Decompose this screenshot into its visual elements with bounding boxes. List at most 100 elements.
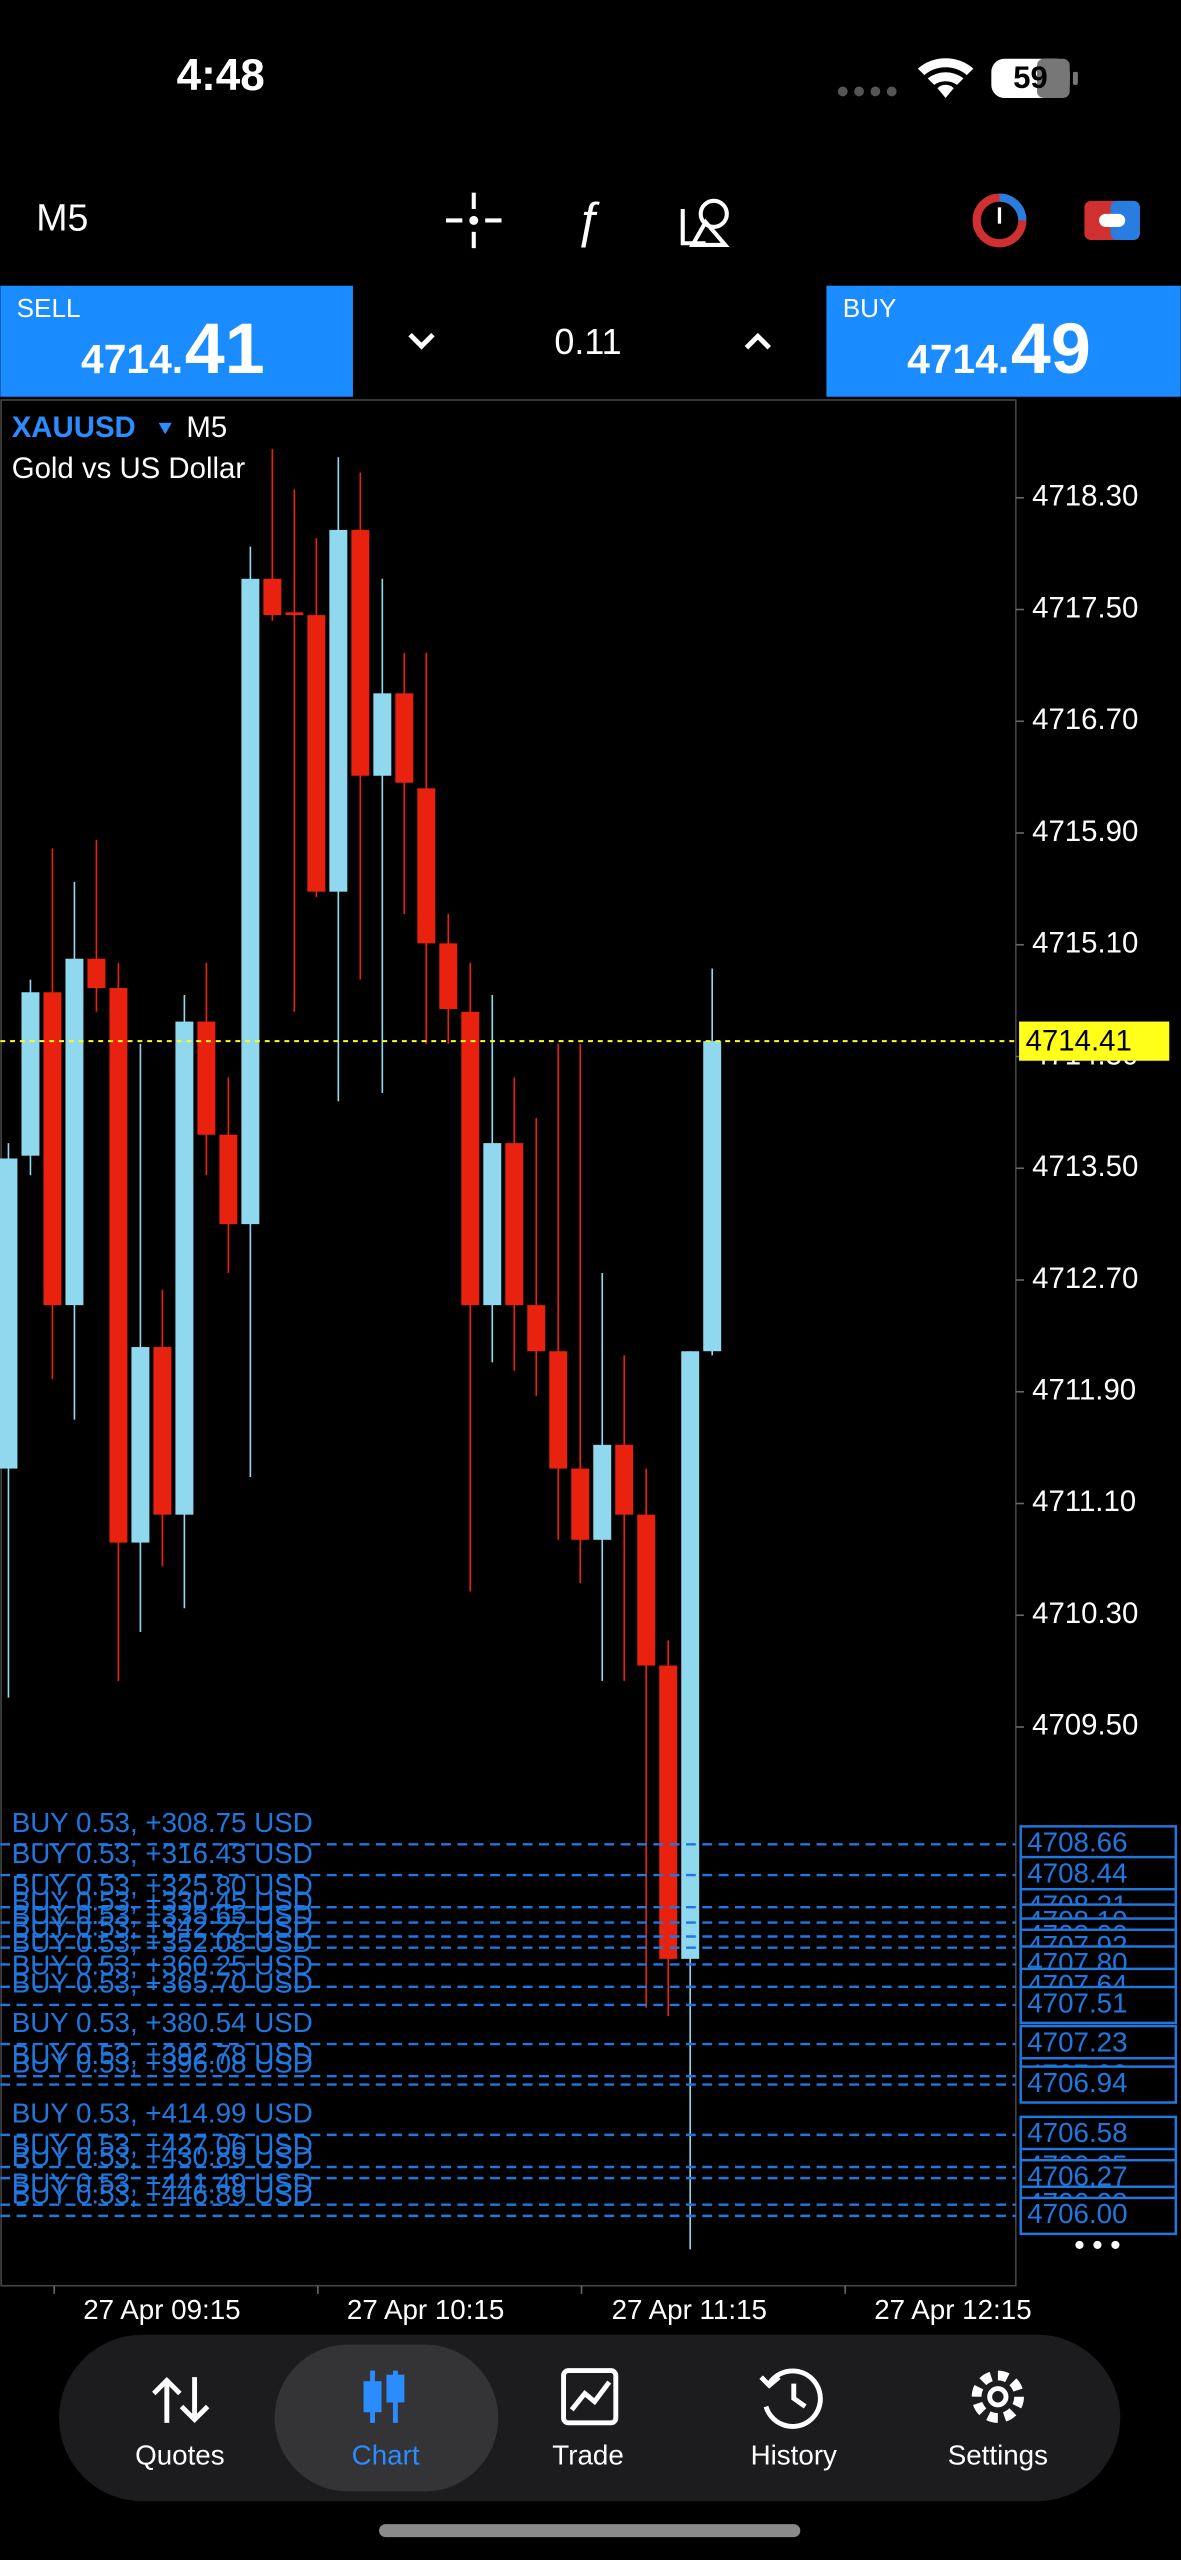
position-price: 4706.58 <box>1027 2117 1127 2148</box>
candle-body <box>197 1021 216 1135</box>
candle-body <box>0 1158 18 1469</box>
volume-down[interactable] <box>408 332 435 350</box>
volume[interactable]: 0.11 <box>554 321 621 362</box>
sell-price-main: 4714. <box>81 336 183 382</box>
candle-body <box>285 612 304 616</box>
position-price: 4708.44 <box>1027 1857 1127 1888</box>
volume-up[interactable] <box>744 332 772 350</box>
candle-body <box>43 992 62 1306</box>
candle-body <box>483 1143 502 1306</box>
position-price-box <box>1019 2065 1178 2104</box>
buy-label: BUY <box>843 293 897 323</box>
position-price: 4707.51 <box>1027 1987 1127 2018</box>
x-tick-label: 27 Apr 09:15 <box>83 2294 240 2325</box>
home-indicator <box>379 2524 801 2538</box>
position-price-box <box>1019 2196 1178 2236</box>
nav-label[interactable]: Quotes <box>135 2439 224 2470</box>
candle-body <box>65 958 84 1306</box>
battery-level: 59 <box>1013 60 1047 95</box>
candle-body <box>307 615 326 892</box>
sell-label: SELL <box>17 293 81 323</box>
signal <box>837 86 897 97</box>
position-price-box <box>1019 1985 1178 2025</box>
chart-timeframe: M5 <box>186 411 227 444</box>
y-tick-label: 4711.90 <box>1032 1374 1136 1407</box>
symbol-dropdown[interactable] <box>158 422 172 435</box>
candle-body <box>703 1041 722 1352</box>
position-label: BUY 0.53, +335.65 USD <box>12 1899 313 1930</box>
trade-toggle-button[interactable] <box>1084 200 1140 240</box>
y-tick-label: 4711.10 <box>1032 1485 1136 1518</box>
quotes-icon <box>152 2376 210 2424</box>
trade-icon <box>561 2368 619 2426</box>
position-label: BUY 0.53, +342.27 USD <box>12 1910 313 1941</box>
symbol[interactable]: XAUUSD <box>12 411 136 444</box>
position-label: BUY 0.53, +360.25 USD <box>12 1950 313 1981</box>
position-label: BUY 0.53, +316.43 USD <box>12 1838 313 1869</box>
nav-label[interactable]: History <box>751 2439 837 2470</box>
position-label: BUY 0.53, +427.06 USD <box>12 2130 313 2161</box>
battery-empty <box>1037 58 1070 98</box>
nav-active <box>274 2344 499 2492</box>
nav-label[interactable]: Trade <box>552 2439 623 2470</box>
candle-body <box>219 1134 238 1225</box>
buy-button[interactable] <box>826 285 1181 397</box>
position-label: BUY 0.53, +380.54 USD <box>12 2007 313 2038</box>
position-price: 4707.23 <box>1027 2026 1127 2057</box>
candle-body <box>263 578 282 616</box>
x-tick-label: 27 Apr 12:15 <box>874 2294 1031 2325</box>
candle-body <box>417 788 436 944</box>
position-label: BUY 0.53, +392.78 USD <box>12 2039 313 2070</box>
battery-tip <box>1072 71 1078 85</box>
chart-icon <box>363 2370 405 2423</box>
nav-bar <box>59 2334 1121 2502</box>
position-label: BUY 0.53, +396.08 USD <box>12 2047 313 2078</box>
symbol-description: Gold vs US Dollar <box>12 452 246 485</box>
crosshair-button[interactable] <box>446 192 502 249</box>
current-price-label: 4714.41 <box>1026 1025 1132 1058</box>
buy-price-main: 4714. <box>907 336 1009 382</box>
indicators-button[interactable]: ƒ <box>574 194 601 248</box>
more-menu[interactable] <box>1075 2240 1120 2249</box>
candle-body <box>549 1351 568 1469</box>
candle-body <box>461 1011 480 1306</box>
clock: 4:48 <box>177 51 265 100</box>
position-price-box <box>1019 2024 1178 2064</box>
candle-body <box>131 1347 150 1543</box>
candle-body <box>109 988 128 1543</box>
candle-body <box>615 1444 634 1515</box>
position-label: BUY 0.53, +430.89 USD <box>12 2141 313 2172</box>
y-tick-label: 4710.30 <box>1032 1597 1138 1630</box>
candle-body <box>593 1444 612 1540</box>
y-tick-label: 4718.30 <box>1032 480 1138 513</box>
position-label: BUY 0.53, +446.89 USD <box>12 2179 313 2210</box>
candle-body <box>659 1665 678 1959</box>
sell-price-big: 41 <box>185 309 265 389</box>
nav-label[interactable]: Settings <box>948 2439 1048 2470</box>
objects-button[interactable] <box>680 198 730 247</box>
y-tick-label: 4715.10 <box>1032 927 1138 960</box>
candle-body <box>21 992 40 1156</box>
position-label: BUY 0.53, +308.75 USD <box>12 1807 313 1838</box>
position-label: BUY 0.53, +330.45 USD <box>12 1885 313 1916</box>
timeframe-button[interactable]: M5 <box>36 196 88 238</box>
candle-body <box>329 529 348 892</box>
position-price: 4708.66 <box>1027 1827 1127 1858</box>
position-label: BUY 0.53, +325.80 USD <box>12 1870 313 1901</box>
x-tick-label: 27 Apr 10:15 <box>347 2294 504 2325</box>
chart-layer: 4718.30 4717.50 4716.70 4715.90 4715.10 4714.… <box>0 448 1178 2325</box>
position-price-box <box>1019 1855 1178 1895</box>
y-tick-label: 4709.50 <box>1032 1709 1138 1742</box>
candle-body <box>153 1347 172 1515</box>
nav-label[interactable]: Chart <box>352 2439 420 2470</box>
y-tick-label: 4716.70 <box>1032 703 1138 736</box>
position-price: 4706.00 <box>1027 2198 1127 2229</box>
one-click-button[interactable] <box>972 193 1027 248</box>
y-tick-label: 4712.70 <box>1032 1262 1138 1295</box>
sell-button[interactable] <box>0 285 353 397</box>
y-tick-label: 4713.50 <box>1032 1150 1138 1183</box>
nav-labels: Quotes Chart Trade History Settings <box>135 2439 1048 2470</box>
candle-body <box>395 693 414 783</box>
